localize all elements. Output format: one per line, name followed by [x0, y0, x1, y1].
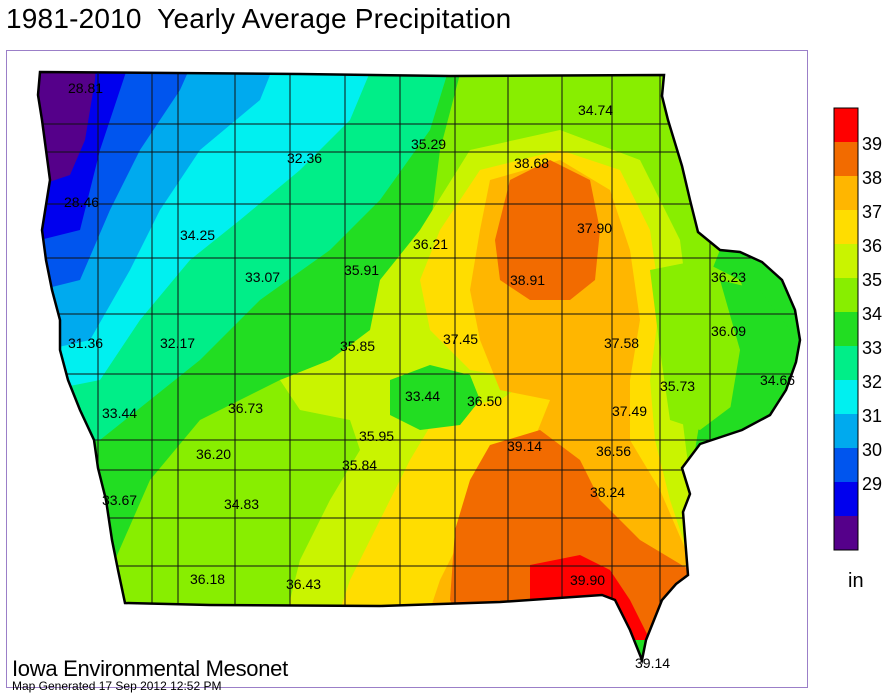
legend-tick-label: 32	[862, 372, 882, 392]
legend-swatch	[834, 482, 858, 516]
station-value: 38.68	[514, 155, 549, 171]
station-value: 39.90	[570, 572, 605, 588]
legend-swatch	[834, 142, 858, 176]
station-value: 37.58	[604, 335, 639, 351]
station-value: 38.91	[510, 272, 545, 288]
station-value: 35.95	[359, 428, 394, 444]
legend-swatch	[834, 380, 858, 414]
county-boundaries	[38, 74, 800, 610]
station-value: 36.21	[413, 236, 448, 252]
legend-tick-label: 39	[862, 134, 882, 154]
map-title: 1981-2010 Yearly Average Precipitation	[6, 3, 512, 34]
legend-swatch	[834, 278, 858, 312]
legend-swatch	[834, 210, 858, 244]
station-value: 33.44	[102, 405, 137, 421]
station-value: 33.07	[245, 269, 280, 285]
legend-tick-label: 30	[862, 440, 882, 460]
station-value: 31.36	[68, 335, 103, 351]
station-value: 32.17	[160, 335, 195, 351]
station-value: 36.50	[467, 393, 502, 409]
legend-tick-label: 34	[862, 304, 882, 324]
legend-swatch	[834, 312, 858, 346]
station-value: 34.66	[760, 372, 795, 388]
station-value: 36.73	[228, 400, 263, 416]
station-value: 37.90	[577, 220, 612, 236]
station-value: 34.25	[180, 227, 215, 243]
station-value: 39.14	[507, 438, 542, 454]
station-value: 32.36	[287, 150, 322, 166]
station-value: 37.45	[443, 331, 478, 347]
map-frame	[6, 50, 808, 688]
station-value: 35.73	[660, 378, 695, 394]
legend-color-bar: 39 38 37 36 35 34 33 32 31 30 29	[833, 107, 882, 551]
station-value: 34.83	[224, 496, 259, 512]
station-value: 36.09	[711, 323, 746, 339]
station-value: 39.14	[635, 655, 670, 671]
station-value: 35.85	[340, 338, 375, 354]
station-value: 36.56	[596, 443, 631, 459]
legend-swatch	[834, 516, 858, 550]
station-value: 38.24	[590, 484, 625, 500]
station-value: 33.67	[102, 492, 137, 508]
legend-tick-label: 37	[862, 202, 882, 222]
station-value: 36.20	[196, 446, 231, 462]
station-value: 36.43	[286, 576, 321, 592]
legend-tick-label: 31	[862, 406, 882, 426]
station-value: 34.74	[578, 102, 613, 118]
station-value: 35.84	[342, 457, 377, 473]
legend-swatch	[834, 346, 858, 380]
station-labels: 28.81 34.74 32.36 35.29 38.68 37.90 28.4…	[64, 80, 795, 671]
legend-swatch	[834, 108, 858, 142]
legend-tick-label: 36	[862, 236, 882, 256]
station-value: 28.81	[68, 80, 103, 96]
station-value: 36.23	[711, 269, 746, 285]
station-value: 35.29	[411, 136, 446, 152]
station-value: 36.18	[190, 571, 225, 587]
generated-timestamp: Map Generated 17 Sep 2012 12:52 PM	[12, 679, 222, 693]
legend-swatch	[834, 244, 858, 278]
legend-tick-label: 35	[862, 270, 882, 290]
legend-swatch	[834, 448, 858, 482]
station-value: 33.44	[405, 388, 440, 404]
legend-tick-label: 29	[862, 474, 882, 494]
station-value: 28.46	[64, 194, 99, 210]
legend-unit-label: in	[848, 570, 864, 592]
organization-name: Iowa Environmental Mesonet	[12, 656, 288, 681]
station-value: 35.91	[344, 262, 379, 278]
legend-swatch	[834, 176, 858, 210]
legend-tick-label: 38	[862, 168, 882, 188]
legend-swatch	[834, 414, 858, 448]
legend-tick-label: 33	[862, 338, 882, 358]
station-value: 37.49	[612, 403, 647, 419]
